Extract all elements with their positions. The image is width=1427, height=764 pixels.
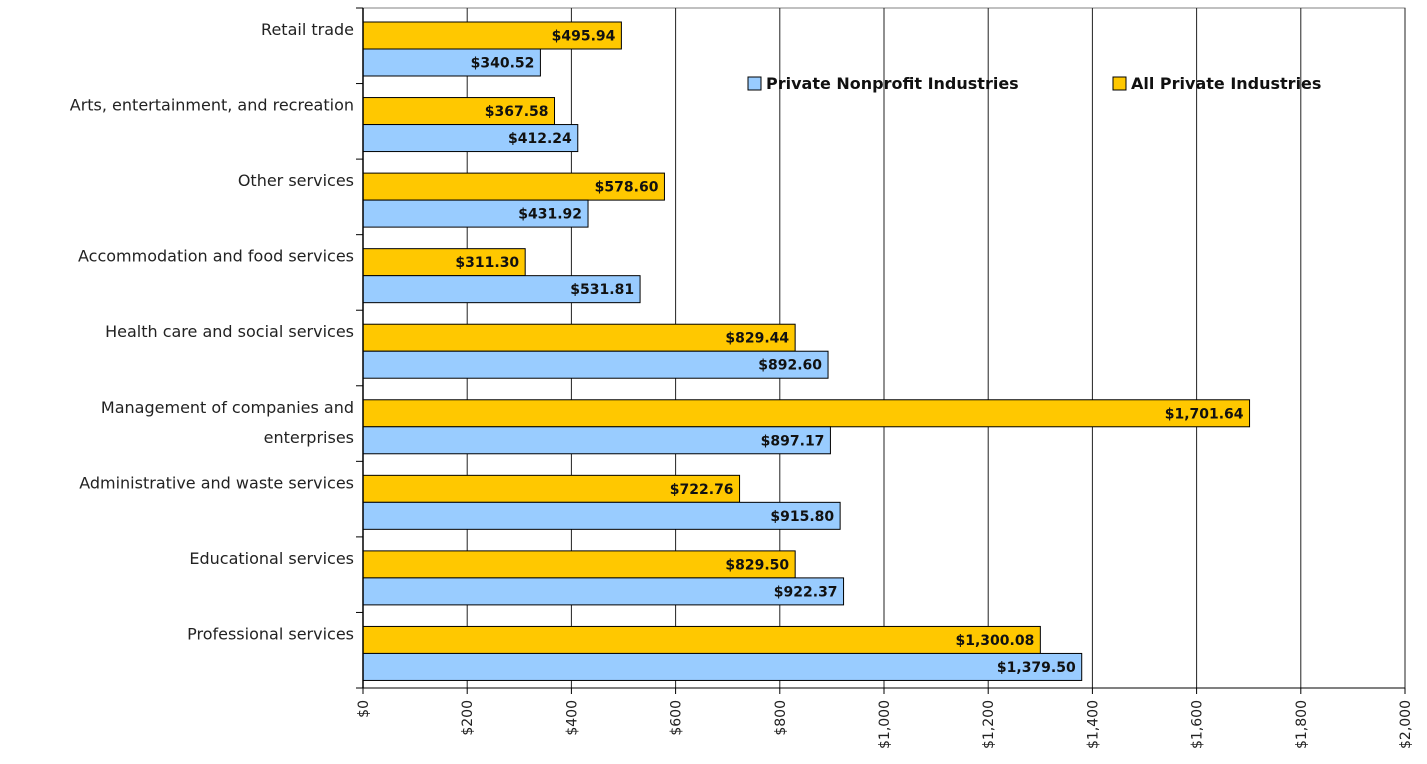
- data-label: $897.17: [761, 433, 825, 449]
- category-labels: Retail trade Arts, entertainment, and rec…: [70, 20, 354, 643]
- x-tick-label: $1,400: [1085, 700, 1101, 749]
- x-tick-label: $1,800: [1294, 700, 1310, 749]
- category-label: Health care and social services: [105, 322, 354, 341]
- data-label: $1,379.50: [997, 660, 1076, 676]
- bar-all-private: [362, 550, 796, 579]
- category-label: Other services: [238, 171, 354, 190]
- bar-all-private: [362, 323, 796, 352]
- bar-private-nonprofit: [362, 501, 841, 530]
- data-label: $412.24: [508, 131, 572, 147]
- x-tick-label: $0: [356, 700, 372, 718]
- x-tick-label: $400: [564, 700, 580, 736]
- category-label: Arts, entertainment, and recreation: [70, 96, 354, 115]
- category-label: Professional services: [187, 624, 354, 643]
- bar-all-private: [362, 248, 526, 277]
- legend-label: All Private Industries: [1131, 74, 1321, 93]
- x-tick-label: $1,000: [877, 700, 893, 749]
- bar-private-nonprofit: [362, 426, 831, 455]
- x-tick-label: $600: [669, 700, 685, 736]
- data-label: $578.60: [595, 180, 659, 196]
- x-tick-label: $2,000: [1398, 700, 1414, 749]
- data-label: $922.37: [774, 584, 838, 600]
- x-tick-label: $1,200: [981, 700, 997, 749]
- data-label: $1,300.08: [956, 633, 1035, 649]
- legend-swatch: [1112, 76, 1127, 91]
- data-label: $311.30: [455, 255, 519, 271]
- category-label: Administrative and waste services: [79, 473, 354, 492]
- data-label: $531.81: [570, 282, 634, 298]
- bar-private-nonprofit: [362, 124, 579, 153]
- category-label: Retail trade: [261, 20, 354, 39]
- x-tick-label: $200: [460, 700, 476, 736]
- legend: Private Nonprofit Industries All Private …: [747, 74, 1321, 93]
- legend-label: Private Nonprofit Industries: [766, 74, 1019, 93]
- bar-private-nonprofit: [362, 350, 829, 379]
- bar-private-nonprofit: [362, 199, 589, 228]
- data-label: $722.76: [670, 482, 734, 498]
- bar-all-private: [362, 625, 1041, 654]
- x-tick-label: $800: [773, 700, 789, 736]
- data-label: $829.44: [725, 331, 789, 347]
- bar-private-nonprofit: [362, 652, 1083, 681]
- data-label: $340.52: [471, 56, 535, 72]
- category-label: Management of companies and: [101, 398, 354, 417]
- data-label: $915.80: [770, 509, 834, 525]
- data-label: $495.94: [552, 29, 616, 45]
- x-tick-label: $1,600: [1190, 700, 1206, 749]
- bar-all-private: [362, 21, 622, 50]
- bar-all-private: [362, 399, 1251, 428]
- bar-all-private: [362, 474, 741, 503]
- bars: $495.94 $367.58 $578.60 $311.30 $829.44 $1,70…: [362, 21, 1251, 681]
- data-label: $892.60: [758, 358, 822, 374]
- x-tick-labels: $0 $200 $400 $600 $800 $1,000 $1,200 $1,400 $1,6…: [356, 700, 1414, 749]
- category-label: enterprises: [264, 428, 354, 447]
- data-label: $829.50: [725, 557, 789, 573]
- bar-private-nonprofit: [362, 275, 641, 304]
- data-label: $431.92: [518, 207, 582, 223]
- bar-private-nonprofit: [362, 577, 845, 606]
- bar-all-private: [362, 97, 556, 126]
- category-label: Educational services: [189, 549, 354, 568]
- data-label: $367.58: [485, 104, 549, 120]
- legend-swatch: [747, 76, 762, 91]
- axes: [356, 7, 1406, 694]
- category-label: Accommodation and food services: [78, 247, 354, 266]
- data-label: $1,701.64: [1165, 406, 1244, 422]
